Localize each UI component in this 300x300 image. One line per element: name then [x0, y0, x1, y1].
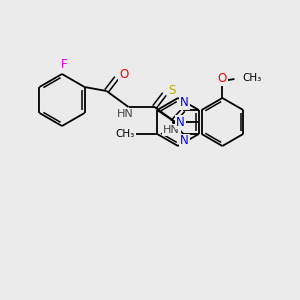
Text: O: O: [218, 73, 227, 85]
Text: S: S: [168, 85, 175, 98]
Text: F: F: [61, 58, 67, 71]
Text: HN: HN: [117, 109, 134, 119]
Text: N: N: [180, 134, 189, 148]
Text: CH₃: CH₃: [242, 73, 262, 83]
Text: N: N: [176, 116, 185, 128]
Text: N: N: [180, 97, 189, 110]
Text: O: O: [119, 68, 128, 82]
Text: HN: HN: [163, 125, 180, 135]
Text: CH₃: CH₃: [116, 129, 135, 139]
